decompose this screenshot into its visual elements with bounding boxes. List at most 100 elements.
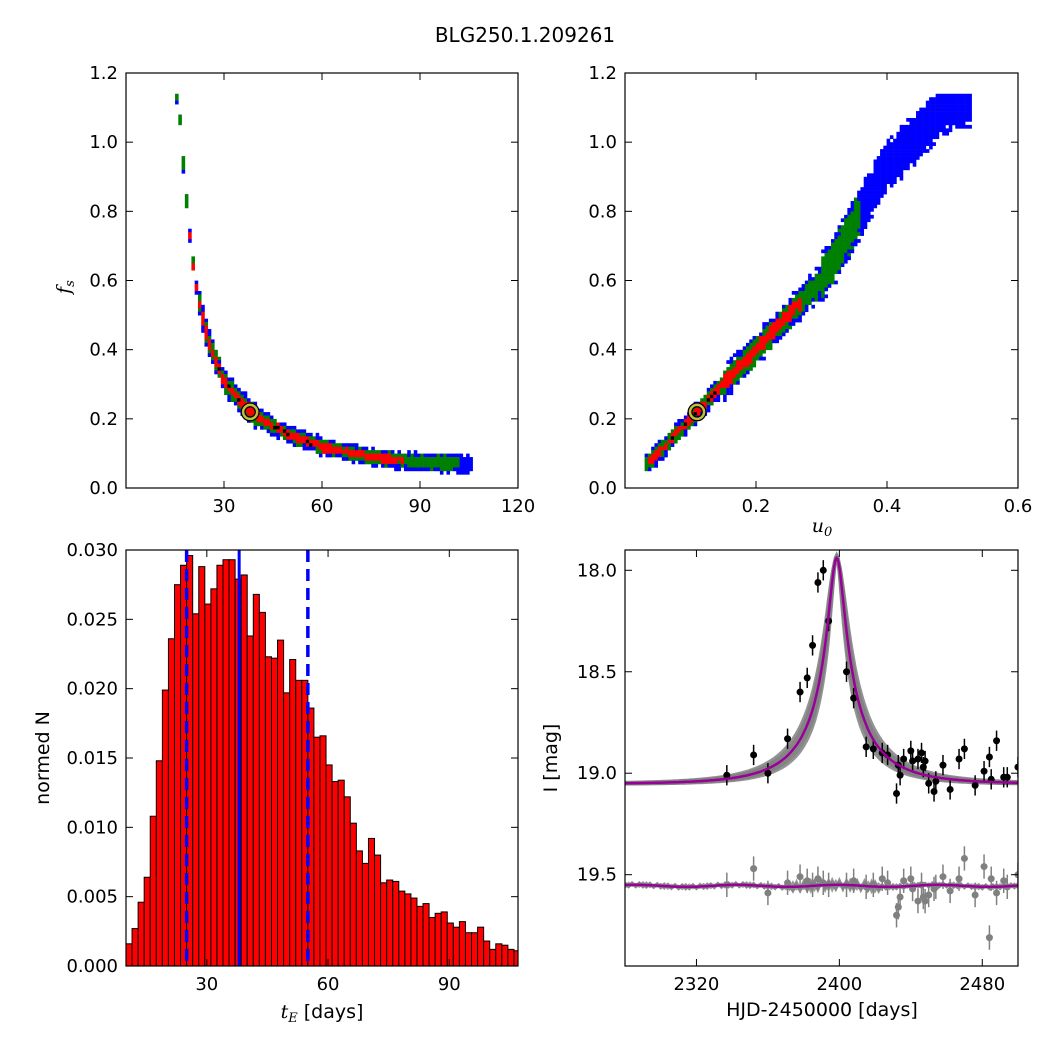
- cell-blue: [870, 197, 874, 202]
- cell-blue: [889, 176, 894, 181]
- cell-blue: [214, 370, 218, 375]
- cell-green: [847, 242, 851, 247]
- cell-green: [273, 419, 277, 423]
- cell-blue: [840, 218, 845, 223]
- y-tick-label: 0.020: [66, 679, 118, 700]
- cell-green: [449, 467, 454, 472]
- cell-red: [755, 349, 760, 354]
- cell-blue: [899, 145, 904, 150]
- cell-green: [181, 156, 186, 160]
- cell-blue: [935, 114, 940, 119]
- cell-red: [302, 436, 307, 441]
- cell-blue: [824, 249, 829, 254]
- event-point: [900, 755, 908, 763]
- cell-blue: [772, 339, 776, 344]
- cell-blue: [925, 114, 930, 119]
- cell-blue: [880, 156, 884, 160]
- cell-green: [736, 377, 740, 382]
- cell-green: [710, 401, 714, 406]
- cell-green: [439, 467, 444, 472]
- cell-blue: [729, 356, 734, 361]
- cell-green: [338, 443, 343, 447]
- cell-blue: [899, 159, 904, 164]
- event-point: [914, 755, 922, 763]
- cell-blue: [863, 204, 868, 209]
- cell-green: [449, 463, 454, 468]
- histogram-bar: [283, 692, 291, 967]
- cell-blue: [889, 145, 894, 150]
- cell-blue: [870, 204, 874, 209]
- histogram-bar: [295, 679, 303, 967]
- cell-blue: [893, 180, 897, 185]
- cell-green: [749, 367, 753, 371]
- cell-blue: [952, 97, 956, 101]
- cell-green: [443, 457, 447, 461]
- cell-blue: [889, 142, 894, 146]
- cell-blue: [860, 194, 865, 198]
- cell-green: [423, 463, 428, 468]
- cell-blue: [893, 159, 897, 164]
- cell-blue: [925, 124, 930, 129]
- cell-red: [358, 450, 362, 454]
- cell-blue: [683, 429, 688, 434]
- cell-red: [315, 439, 320, 444]
- cell-green: [837, 259, 842, 264]
- cell-green: [814, 284, 819, 288]
- cell-blue: [906, 166, 910, 171]
- cell-red: [201, 318, 205, 323]
- cell-blue: [922, 111, 927, 115]
- cell-blue: [942, 124, 946, 129]
- cell-blue: [683, 432, 688, 437]
- y-tick-label: 18.5: [577, 662, 617, 683]
- cell-green: [824, 277, 829, 281]
- cell-blue: [873, 197, 878, 202]
- cell-green: [374, 460, 379, 465]
- cell-green: [752, 356, 757, 361]
- cell-red: [237, 401, 241, 406]
- cell-blue: [341, 457, 346, 461]
- cell-red: [276, 429, 280, 434]
- cell-red: [657, 446, 662, 451]
- histogram-bar: [173, 584, 182, 967]
- cell-blue: [929, 97, 933, 101]
- cell-red: [710, 398, 714, 402]
- cell-blue: [889, 162, 894, 167]
- histogram-bars: [125, 555, 519, 967]
- cell-green: [837, 252, 842, 257]
- cell-green: [361, 457, 366, 461]
- cell-blue: [775, 311, 779, 316]
- cell-blue: [674, 422, 678, 427]
- y-tick-label: 1.0: [588, 132, 617, 153]
- cell-blue: [886, 166, 891, 171]
- cell-green: [785, 325, 789, 330]
- cell-blue: [791, 322, 796, 326]
- cell-blue: [230, 377, 235, 382]
- cell-blue: [909, 142, 914, 146]
- cell-green: [837, 235, 842, 240]
- cell-blue: [893, 166, 897, 171]
- cell-green: [811, 284, 815, 288]
- cell-red: [207, 346, 212, 351]
- cell-green: [840, 235, 845, 240]
- cell-blue: [916, 149, 920, 153]
- cell-red: [706, 394, 711, 399]
- cell-red: [729, 377, 734, 382]
- cell-green: [674, 436, 678, 441]
- cell-green: [243, 398, 248, 402]
- cell-green: [175, 97, 179, 101]
- cell-blue: [863, 194, 868, 198]
- cell-blue: [958, 124, 963, 129]
- cell-red: [381, 460, 385, 465]
- baseline-point: [921, 897, 929, 905]
- cell-blue: [952, 104, 956, 108]
- cell-blue: [817, 297, 822, 302]
- panel-fs-vs-u0: 0.2 0.4 0.60.00.20.40.60.81.01.2: [588, 63, 1032, 517]
- cell-green: [850, 235, 855, 240]
- cell-green: [814, 280, 819, 285]
- cell-red: [739, 367, 744, 371]
- cell-green: [749, 363, 753, 368]
- cell-red: [312, 439, 316, 444]
- cell-blue: [462, 470, 467, 475]
- cell-blue: [893, 156, 897, 160]
- cell-green: [318, 450, 323, 454]
